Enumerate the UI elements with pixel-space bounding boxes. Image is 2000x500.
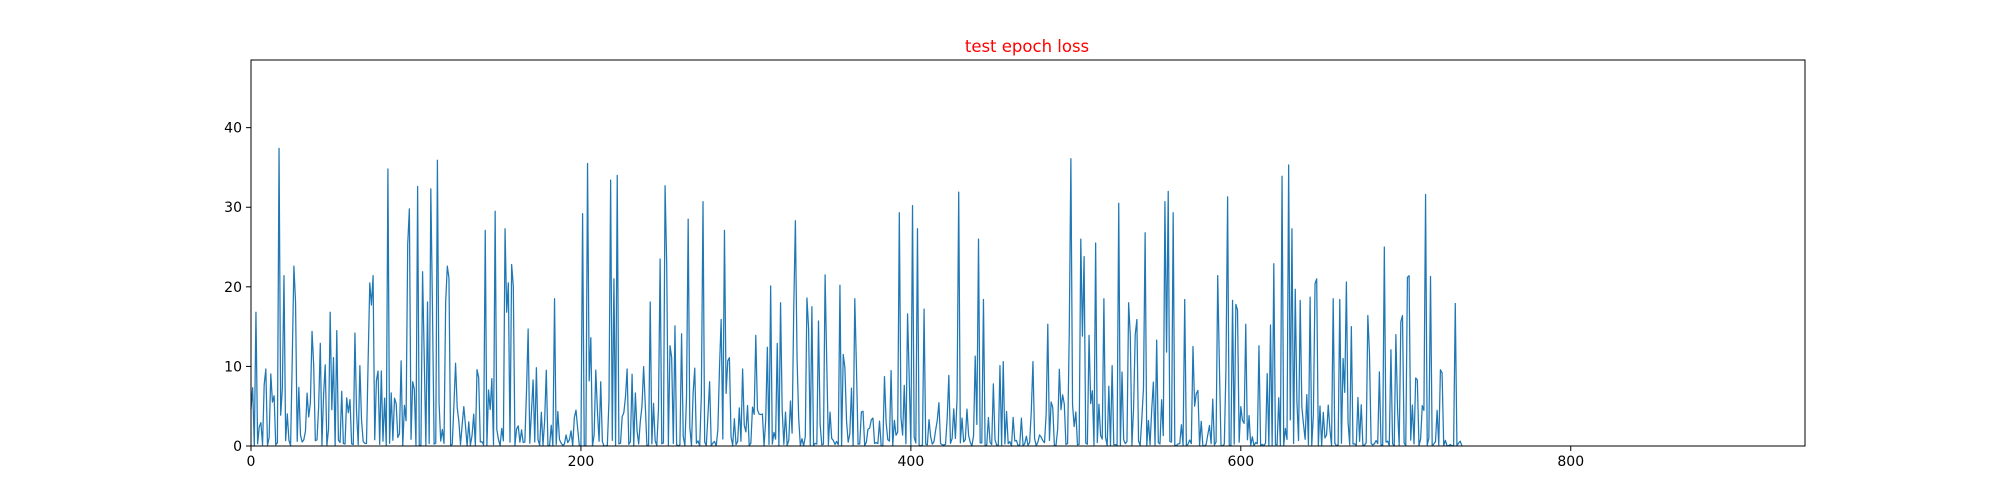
x-tick-label: 800: [1557, 454, 1584, 470]
x-axis: 0 200 400 600 800: [247, 446, 1584, 470]
x-tick-label: 200: [568, 454, 595, 470]
series-layer: [250, 147, 1463, 447]
y-tick-label: 0: [233, 439, 242, 455]
y-axis: 0 10 20 30 40: [224, 121, 251, 455]
plot-area: [250, 59, 1806, 447]
plot-frame: [250, 59, 1806, 447]
y-tick-label: 40: [224, 121, 242, 137]
x-tick-label: 0: [247, 454, 256, 470]
x-tick-label: 600: [1227, 454, 1254, 470]
y-tick-label: 30: [224, 200, 242, 216]
series-line-0: [250, 147, 1463, 447]
y-tick-label: 20: [224, 280, 242, 296]
x-tick-label: 400: [898, 454, 925, 470]
y-tick-label: 10: [224, 359, 242, 375]
chart-title: test epoch loss: [965, 37, 1089, 56]
